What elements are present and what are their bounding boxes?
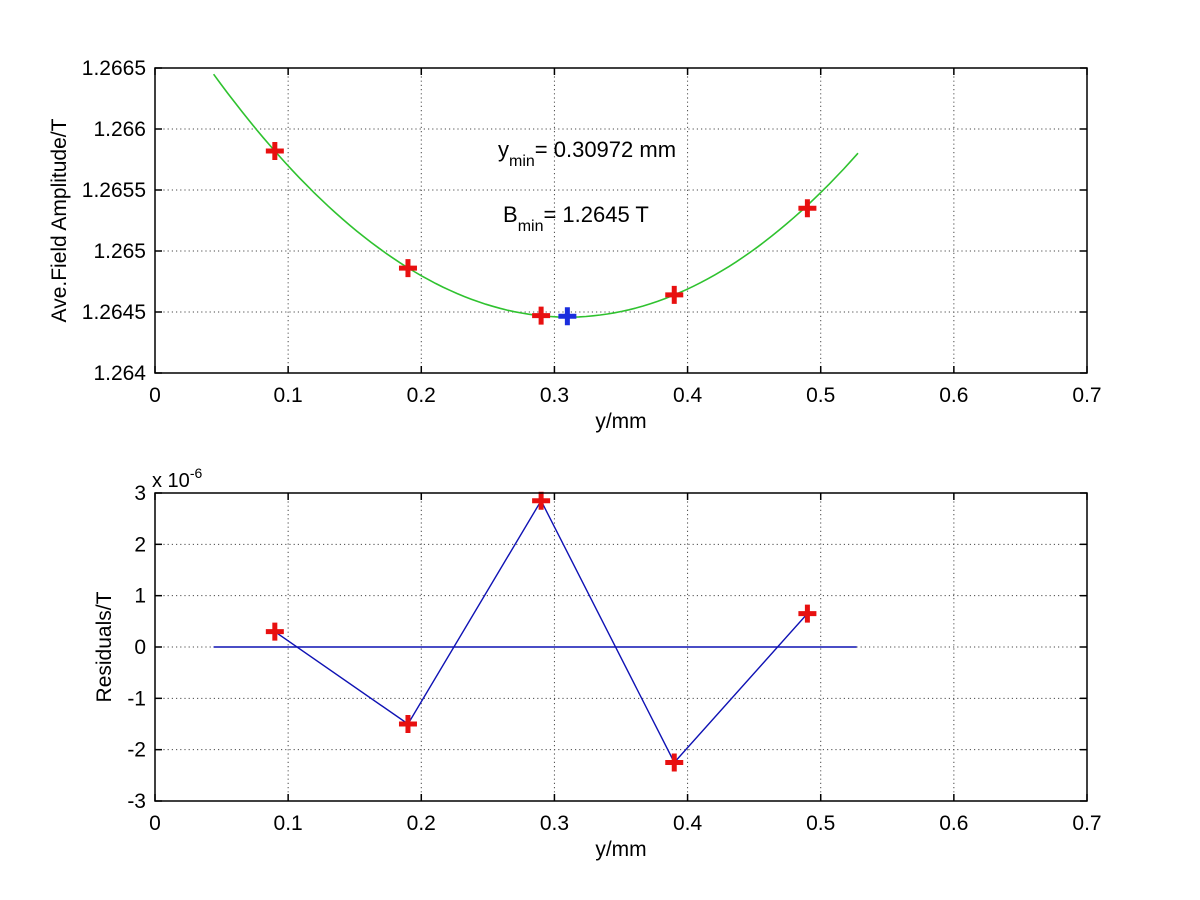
residual-points-marker [532,491,551,510]
residual-points-marker [398,715,417,733]
fit-minimum-point [558,307,577,326]
axis-exponent-label: x 10-6 [152,465,202,492]
x-tick-label: 0.5 [806,384,835,407]
x-tick-label: 0.1 [274,384,303,407]
grid [155,493,1087,801]
subplot-2: 0 0.1 0.2 0.3 0.4 0.5 0.6 0.7 -3 -2 -1 0 1 2 3 y/mm Resi… [93,465,1102,861]
subplot-1: 0 0.1 0.2 0.3 0.4 0.5 0.6 0.7 1.264 1.2645 1.265 1.… [48,57,1102,433]
axis-ticks [154,67,1088,374]
measured-points-marker [265,141,284,160]
residual-points-marker [798,604,817,623]
x-tick-label: 0.1 [274,812,303,835]
annotation-text: y [498,137,509,162]
exponent-base: x 10 [152,470,190,492]
annotation-text: = 1.2645 T [543,202,648,227]
annotation-subscript: min [518,218,544,235]
y-axis-label: Ave.Field Amplitude/T [48,118,71,322]
grid [155,68,1087,373]
x-axis-label: y/mm [595,410,646,433]
x-tick-label: 0.4 [673,384,703,407]
y-tick-label: 3 [134,482,146,505]
y-tick-label: 1.265 [93,240,146,263]
residual-connecting-line [274,499,808,764]
annotation-text: = 0.30972 mm [535,137,676,162]
exponent-power: -6 [190,465,203,481]
annotation-text: B [503,202,518,227]
y-tick-label: 1.2655 [82,179,146,202]
y-tick-label: -1 [127,687,146,710]
x-axis-label: y/mm [595,838,646,861]
x-tick-label: 0.2 [407,812,436,835]
y-tick-label: 1 [134,585,146,608]
x-tick-label: 0.7 [1072,384,1101,407]
x-tick-label: 0.3 [540,384,569,407]
residual-points [265,491,817,772]
y-tick-label: 1.2645 [82,301,146,324]
x-tick-label: 0.5 [806,812,835,835]
x-tick-label: 0.6 [939,812,968,835]
axis-ticks [154,492,1088,802]
y-tick-label: -3 [127,790,146,813]
measured-points-marker [398,259,417,278]
x-tick-label: 0 [149,384,161,407]
x-tick-label: 0.4 [673,812,703,835]
y-tick-label: 1.266 [93,118,146,141]
y-tick-label: 0 [134,636,146,659]
measured-points [265,141,817,325]
x-tick-label: 0.2 [407,384,436,407]
x-tick-label: 0.7 [1072,812,1101,835]
y-tick-label: 1.2665 [82,57,146,80]
annotation-subscript: min [509,153,535,170]
residual-points-marker [265,622,284,641]
y-tick-label: 1.264 [93,362,146,385]
y-tick-label: 2 [134,533,146,556]
y-axis-label: Residuals/T [93,591,116,702]
fit-minimum-point-marker [558,307,577,326]
measured-points-marker [532,306,551,325]
b-min-annotation: Bmin= 1.2645 T [503,202,649,235]
x-tick-label: 0.6 [939,384,968,407]
y-min-annotation: ymin= 0.30972 mm [498,137,676,170]
y-tick-label: -2 [127,739,146,762]
x-tick-label: 0 [149,812,161,835]
measured-points-marker [665,285,684,304]
residual-points-marker [665,753,684,772]
measured-points-marker [798,199,817,218]
x-tick-label: 0.3 [540,812,569,835]
axes-box [154,67,1088,374]
quadratic-fit-curve [212,73,859,318]
